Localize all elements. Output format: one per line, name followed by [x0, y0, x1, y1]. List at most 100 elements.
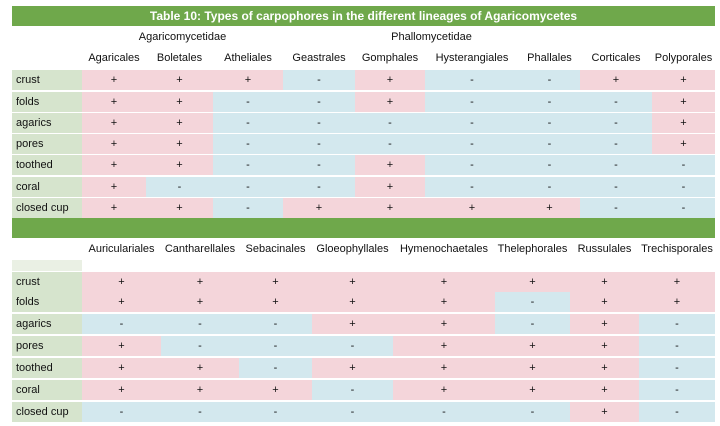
cell-value: + [652, 92, 715, 112]
cell-value: + [495, 336, 570, 356]
table-row: crust + + + + + + + + [12, 272, 715, 292]
cell-value: + [82, 113, 146, 133]
cell-value: + [580, 70, 652, 90]
table-row: toothed + + - - + - - - - [12, 155, 715, 175]
cell-value: + [82, 155, 146, 175]
cell-value: + [570, 402, 639, 422]
group-header-corner [12, 27, 82, 46]
row-label-closed-cup: closed cup [12, 402, 82, 422]
cell-value: + [393, 314, 495, 334]
table-divider-band [12, 218, 715, 238]
cell-value: + [312, 292, 393, 312]
table-row: coral + - - - + - - - - [12, 177, 715, 197]
row-label-coral: coral [12, 380, 82, 400]
cell-value: - [355, 113, 425, 133]
cell-value: + [393, 380, 495, 400]
blank-row [12, 260, 715, 271]
cell-value: - [239, 402, 312, 422]
cell-value: + [161, 272, 239, 292]
cell-value: - [312, 336, 393, 356]
order-header-agaricales: Agaricales [82, 46, 146, 70]
order-header-thelephorales: Thelephorales [495, 238, 570, 260]
row-label-pores: pores [12, 134, 82, 154]
cell-value: + [495, 380, 570, 400]
cell-value: + [652, 70, 715, 90]
order-header-polyporales: Polyporales [652, 46, 715, 70]
order-header-phallales: Phallales [519, 46, 580, 70]
cell-value: - [495, 402, 570, 422]
cell-value: + [82, 292, 161, 312]
cell-value: + [570, 358, 639, 378]
cell-value: - [213, 113, 283, 133]
cell-value: + [393, 358, 495, 378]
table-row: crust + + + - + - - + + [12, 70, 715, 90]
order-header-auriculariales: Auriculariales [82, 238, 161, 260]
order-header-row: Auriculariales Cantharellales Sebacinales G… [12, 238, 715, 260]
cell-value: - [283, 70, 355, 90]
cell-value: + [82, 177, 146, 197]
cell-value: + [82, 92, 146, 112]
cell-value: + [146, 155, 213, 175]
cell-value: - [495, 292, 570, 312]
cell-value: - [639, 336, 715, 356]
cell-value: + [146, 70, 213, 90]
cell-value: - [312, 380, 393, 400]
cell-value: - [161, 402, 239, 422]
cell-value: - [652, 198, 715, 218]
cell-value: + [355, 92, 425, 112]
table-row: folds + + + + + - + + [12, 292, 715, 312]
cell-value: - [283, 177, 355, 197]
order-header-corticales: Corticales [580, 46, 652, 70]
cell-value: + [495, 272, 570, 292]
cell-value: - [519, 177, 580, 197]
cell-value: - [580, 198, 652, 218]
cell-value: - [639, 402, 715, 422]
cell-value: + [570, 336, 639, 356]
cell-value: + [312, 358, 393, 378]
cell-value: + [495, 358, 570, 378]
cell-value: + [393, 292, 495, 312]
row-label-crust: crust [12, 272, 82, 292]
cell-value: - [283, 92, 355, 112]
group-agaricomycetidae: Agaricomycetidae [82, 27, 283, 46]
cell-value: - [213, 155, 283, 175]
table-row: coral + + + - + + + - [12, 380, 715, 400]
cell-value: + [639, 272, 715, 292]
row-label-agarics: agarics [12, 113, 82, 133]
cell-value: + [146, 134, 213, 154]
cell-value: + [239, 292, 312, 312]
cell-value: - [82, 314, 161, 334]
cell-value: - [639, 380, 715, 400]
cell-value: - [639, 358, 715, 378]
cell-value: - [213, 198, 283, 218]
cell-value: + [312, 272, 393, 292]
cell-value: - [519, 134, 580, 154]
table-row: closed cup - - - - - - + - [12, 402, 715, 422]
cell-value: - [213, 92, 283, 112]
cell-value: + [283, 198, 355, 218]
cell-value: + [519, 198, 580, 218]
cell-value: - [239, 336, 312, 356]
cell-value: - [639, 314, 715, 334]
row-label-folds: folds [12, 292, 82, 312]
cell-value: + [425, 198, 519, 218]
table-row: pores + + - - - - - - + [12, 134, 715, 154]
cell-value: + [82, 70, 146, 90]
cell-value: + [82, 272, 161, 292]
cell-value: + [82, 380, 161, 400]
cell-value: + [82, 198, 146, 218]
cell-value: - [283, 134, 355, 154]
order-header-row: Agaricales Boletales Atheliales Geastrales G… [12, 46, 715, 70]
cell-value: + [161, 358, 239, 378]
cell-value: - [283, 113, 355, 133]
cell-value: - [213, 134, 283, 154]
row-label-folds: folds [12, 92, 82, 112]
cell-value: - [161, 336, 239, 356]
cell-value: - [519, 155, 580, 175]
cell-value: - [425, 155, 519, 175]
cell-value: + [355, 177, 425, 197]
cell-value: - [146, 177, 213, 197]
cell-value: - [519, 92, 580, 112]
group-empty [580, 27, 715, 46]
